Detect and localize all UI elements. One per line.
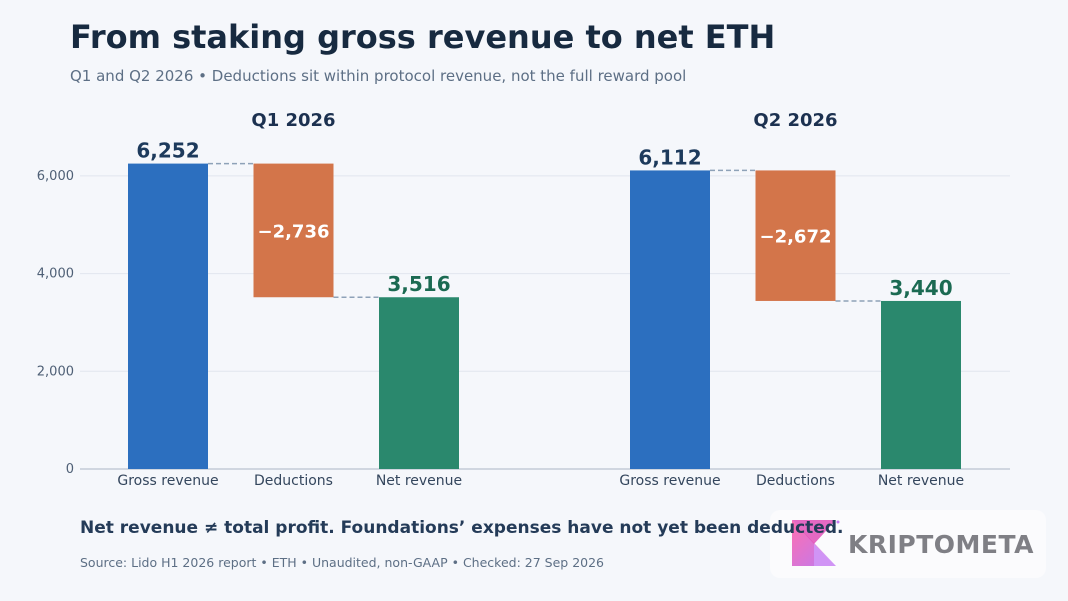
data-label-gross: 6,112 (638, 145, 701, 169)
bar-net-revenue (379, 297, 459, 469)
bar-gross-revenue (128, 163, 208, 470)
footnote: Net revenue ≠ total profit. Foundations’… (80, 518, 844, 538)
data-label-net: 3,516 (387, 272, 450, 296)
bar-deductions (253, 163, 334, 298)
x-category-label: Gross revenue (619, 473, 720, 489)
x-category-label: Net revenue (376, 473, 462, 489)
data-label-gross: 6,252 (136, 139, 199, 163)
brand-logo: KRIPTOMETA (770, 510, 1046, 578)
chart-subtitle: Q1 and Q2 2026 • Deductions sit within p… (70, 67, 687, 85)
kriptometa-logo-icon (792, 520, 840, 566)
bar-net-revenue (881, 300, 961, 469)
y-tick-label: 0 (66, 462, 74, 477)
y-tick-label: 6,000 (37, 169, 74, 184)
y-tick-label: 2,000 (37, 364, 74, 379)
bar-gross-revenue (630, 170, 710, 469)
x-category-label: Net revenue (878, 473, 964, 489)
data-label-deductions: −2,736 (257, 221, 329, 242)
data-label-deductions: −2,672 (759, 227, 831, 248)
x-category-label: Deductions (254, 473, 333, 489)
y-tick-label: 4,000 (37, 267, 74, 282)
panel-title: Q1 2026 (251, 110, 335, 131)
panel-title: Q2 2026 (753, 110, 837, 131)
chart-title: From staking gross revenue to net ETH (70, 18, 776, 56)
x-category-label: Gross revenue (117, 473, 218, 489)
source-note: Source: Lido H1 2026 report • ETH • Unau… (80, 555, 604, 570)
x-category-label: Deductions (756, 473, 835, 489)
bar-deductions (755, 170, 836, 301)
data-label-net: 3,440 (889, 276, 952, 300)
brand-name: KRIPTOMETA (848, 530, 1034, 559)
